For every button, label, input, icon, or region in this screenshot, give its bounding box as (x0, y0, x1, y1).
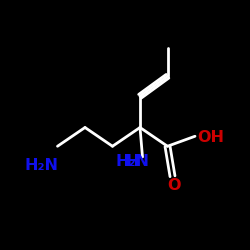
Text: O: O (167, 178, 180, 193)
Text: OH: OH (197, 130, 224, 145)
Text: H: H (126, 154, 139, 170)
Text: H₂N: H₂N (25, 158, 59, 172)
Text: H₂N: H₂N (116, 154, 150, 170)
